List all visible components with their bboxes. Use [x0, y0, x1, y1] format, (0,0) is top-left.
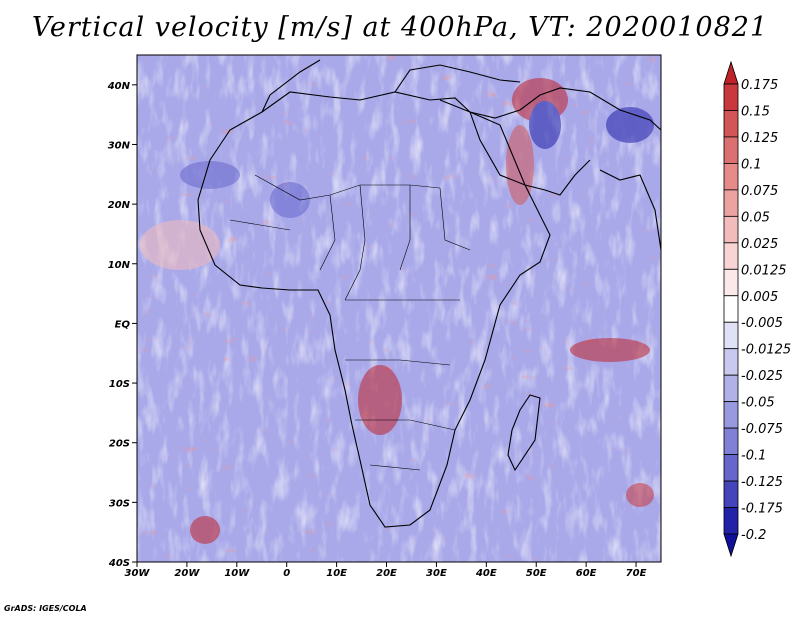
lon-tick-label: 0 — [283, 568, 290, 579]
colorbar-swatch — [723, 189, 739, 217]
colorbar-swatch — [723, 83, 739, 111]
colorbar-label: 0.0125 — [741, 263, 787, 278]
colorbar-swatch — [723, 401, 739, 429]
colorbar-label: -0.175 — [741, 502, 783, 517]
colorbar-top-triangle — [723, 60, 739, 85]
colorbar-label: -0.125 — [741, 475, 783, 490]
lat-tick-label: 10N — [108, 260, 131, 271]
colorbar-label: -0.075 — [741, 422, 783, 437]
colorbar-swatch — [723, 242, 739, 270]
colorbar-label: 0.05 — [741, 210, 770, 225]
lon-tick-label: 30E — [426, 568, 447, 579]
lon-tick-label: 60E — [576, 568, 597, 579]
colorbar-label: -0.1 — [741, 449, 766, 464]
vertical-velocity-field — [137, 55, 661, 562]
lon-tick-label: 20E — [376, 568, 397, 579]
colorbar-swatch — [723, 480, 739, 508]
colorbar-swatch — [723, 507, 739, 535]
lon-tick-label: 10W — [224, 568, 250, 579]
colorbar-label: -0.005 — [741, 316, 783, 331]
colorbar-swatch — [723, 374, 739, 403]
colorbar-label: 0.175 — [741, 78, 778, 93]
lat-tick-label: EQ — [115, 319, 131, 330]
lon-tick-label: 40E — [475, 568, 497, 579]
lat-tick-label: 20N — [108, 200, 131, 211]
colorbar-swatch — [723, 454, 739, 482]
colorbar-swatch — [723, 348, 739, 376]
colorbar-label: 0.15 — [741, 104, 770, 119]
lat-tick-label: 20S — [109, 439, 130, 450]
colorbar-label: -0.0125 — [741, 343, 791, 358]
chart-title: Vertical velocity [m/s] at 400hPa, VT: 2… — [31, 12, 769, 43]
colorbar-label: 0.1 — [741, 157, 762, 172]
colorbar-label: 0.025 — [741, 237, 778, 252]
lat-tick-label: 30S — [109, 498, 130, 509]
lat-tick-label: 40S — [108, 558, 130, 569]
colorbar-label: 0.075 — [741, 184, 778, 199]
colorbar-swatch — [723, 321, 739, 350]
colorbar-bottom-triangle — [723, 533, 739, 558]
map-frame — [136, 54, 662, 563]
credit-text: GrADS: IGES/COLA — [4, 604, 87, 613]
colorbar-label: 0.125 — [741, 131, 778, 146]
colorbar-swatch — [723, 268, 739, 297]
lon-tick-label: 30W — [125, 568, 151, 579]
country-borders — [229, 174, 471, 471]
lon-tick-label: 10E — [326, 568, 347, 579]
colorbar-swatch — [723, 295, 739, 323]
lat-tick-label: 30N — [108, 140, 131, 151]
colorbar-label: -0.05 — [741, 396, 775, 411]
lon-tick-label: 70E — [626, 568, 647, 579]
colorbar-swatch — [723, 136, 739, 164]
longitude-axis: 30W 20W 10W 0 10E 20E 30E 40E 50E 60E 70E — [125, 562, 647, 579]
colorbar-swatch — [723, 427, 739, 455]
colorbar-label: -0.025 — [741, 369, 783, 384]
lon-tick-label: 20W — [174, 568, 200, 579]
lat-tick-label: 40N — [107, 81, 131, 92]
colorbar-swatch — [723, 163, 739, 191]
lon-tick-label: 50E — [526, 568, 547, 579]
colorbar-swatch — [723, 215, 739, 244]
colorbar: 0.175 0.15 0.125 0.1 0.075 0.05 0.025 0.0125 0.0… — [723, 60, 791, 558]
colorbar-swatch — [723, 110, 739, 138]
colorbar-label: -0.2 — [741, 528, 766, 543]
colorbar-label: 0.005 — [741, 290, 778, 305]
latitude-axis: 40N 30N 20N 10N EQ 10S 20S 30S 40S — [107, 81, 137, 569]
lat-tick-label: 10S — [109, 379, 130, 390]
